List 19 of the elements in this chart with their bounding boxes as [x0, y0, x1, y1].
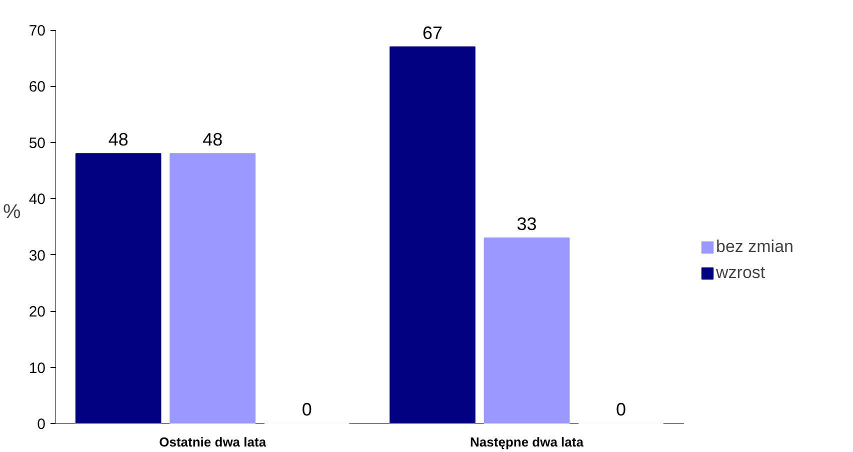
y-tick-label: 40 — [28, 191, 46, 208]
data-label: 48 — [202, 130, 223, 150]
x-tick-label: Ostatnie dwa lata — [159, 434, 267, 450]
data-label: 48 — [108, 130, 128, 150]
data-label: 0 — [302, 400, 312, 420]
legend-label: bez zmian — [716, 237, 794, 257]
x-tick-label: Następne dwa lata — [470, 434, 584, 450]
data-label: 67 — [422, 22, 443, 43]
y-tick-label: 10 — [28, 360, 46, 377]
y-tick-label: 0 — [37, 416, 46, 433]
y-tick-label: 60 — [28, 78, 46, 96]
y-tick-label: 30 — [28, 247, 46, 264]
data-label: 0 — [616, 400, 626, 420]
data-label: 33 — [516, 214, 537, 234]
y-tick-label: 50 — [28, 134, 46, 152]
y-tick-label: 70 — [28, 22, 46, 40]
legend-label: wzrost — [716, 263, 766, 283]
y-axis-title: % — [3, 201, 22, 223]
y-tick-label: 20 — [28, 304, 46, 321]
